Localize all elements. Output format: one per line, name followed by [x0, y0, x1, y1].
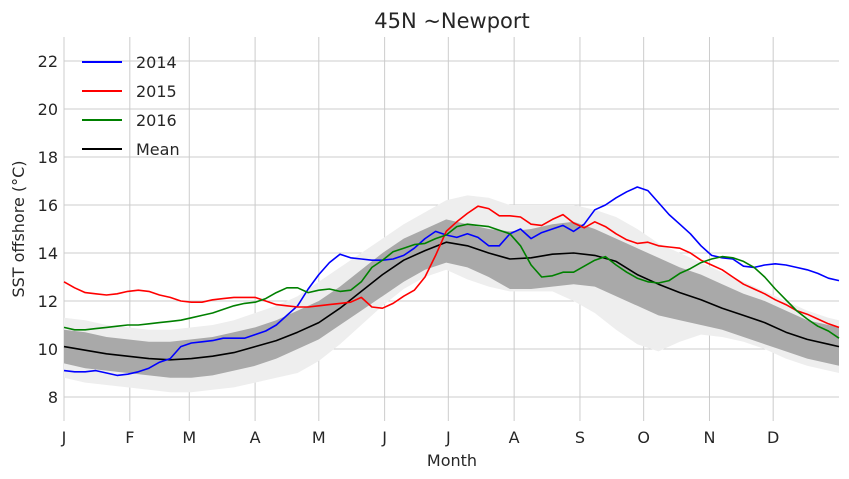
- x-tick-label: S: [575, 428, 585, 447]
- x-tick-label: F: [125, 428, 134, 447]
- y-tick-label: 22: [38, 52, 58, 71]
- std-band-band: [64, 219, 839, 378]
- series-lines: [63, 186, 840, 377]
- tick-labels: 8 10 12 14 16 18 20 22 J F M A M J J A S O N D: [38, 52, 780, 447]
- legend: 2014 2015 2016 Mean: [82, 53, 180, 159]
- x-tick-label: J: [61, 428, 67, 447]
- y-tick-label: 10: [38, 340, 58, 359]
- y-tick-label: 8: [48, 388, 58, 407]
- series-line-2014: [63, 186, 840, 377]
- legend-label-2016: 2016: [136, 111, 177, 130]
- x-tick-label: A: [250, 428, 261, 447]
- y-tick-label: 14: [38, 244, 58, 263]
- x-tick-label: A: [509, 428, 520, 447]
- bands: [64, 195, 839, 393]
- x-tick-label: M: [312, 428, 326, 447]
- y-tick-label: 18: [38, 148, 58, 167]
- legend-label-mean: Mean: [136, 140, 180, 159]
- y-tick-label: 20: [38, 100, 58, 119]
- chart-title: 45N ~Newport: [374, 9, 530, 33]
- x-tick-label: O: [637, 428, 650, 447]
- series-line-2016: [63, 223, 840, 339]
- series-line-mean: [63, 241, 840, 361]
- x-tick-label: D: [767, 428, 779, 447]
- legend-label-2014: 2014: [136, 53, 177, 72]
- legend-label-2015: 2015: [136, 82, 177, 101]
- y-axis-label: SST offshore (°C): [9, 160, 28, 297]
- x-axis-label: Month: [427, 451, 477, 470]
- y-tick-label: 12: [38, 292, 58, 311]
- x-tick-label: N: [703, 428, 715, 447]
- x-tick-label: J: [381, 428, 387, 447]
- y-tick-label: 16: [38, 196, 58, 215]
- x-tick-label: M: [182, 428, 196, 447]
- x-tick-label: J: [445, 428, 451, 447]
- series-line-2015: [63, 205, 840, 329]
